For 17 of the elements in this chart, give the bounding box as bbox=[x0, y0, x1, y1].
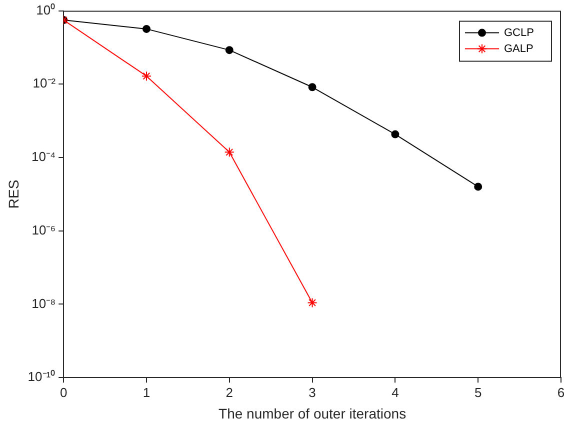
x-tick-label: 0 bbox=[60, 384, 68, 400]
y-tick-label: 10⁻⁶ bbox=[32, 222, 56, 238]
y-tick-label: 10⁰ bbox=[36, 2, 56, 18]
x-tick-label: 6 bbox=[557, 384, 565, 400]
y-tick-label: 10⁻¹⁰ bbox=[28, 369, 56, 384]
y-axis-title: RES bbox=[5, 180, 22, 209]
legend-label: GALP bbox=[504, 42, 534, 55]
y-tick-label: 10⁻² bbox=[32, 76, 56, 91]
x-axis-title: The number of outer iterations bbox=[218, 405, 406, 422]
y-tick-label: 10⁻⁴ bbox=[32, 149, 56, 164]
x-tick-label: 3 bbox=[308, 384, 316, 400]
x-tick-label: 1 bbox=[142, 384, 150, 400]
x-tick-label: 5 bbox=[474, 384, 482, 400]
x-tick-label: 4 bbox=[392, 384, 399, 400]
y-tick-label: 10⁻⁸ bbox=[32, 296, 56, 311]
x-tick-label: 2 bbox=[226, 384, 234, 400]
legend-label: GCLP bbox=[504, 26, 534, 39]
